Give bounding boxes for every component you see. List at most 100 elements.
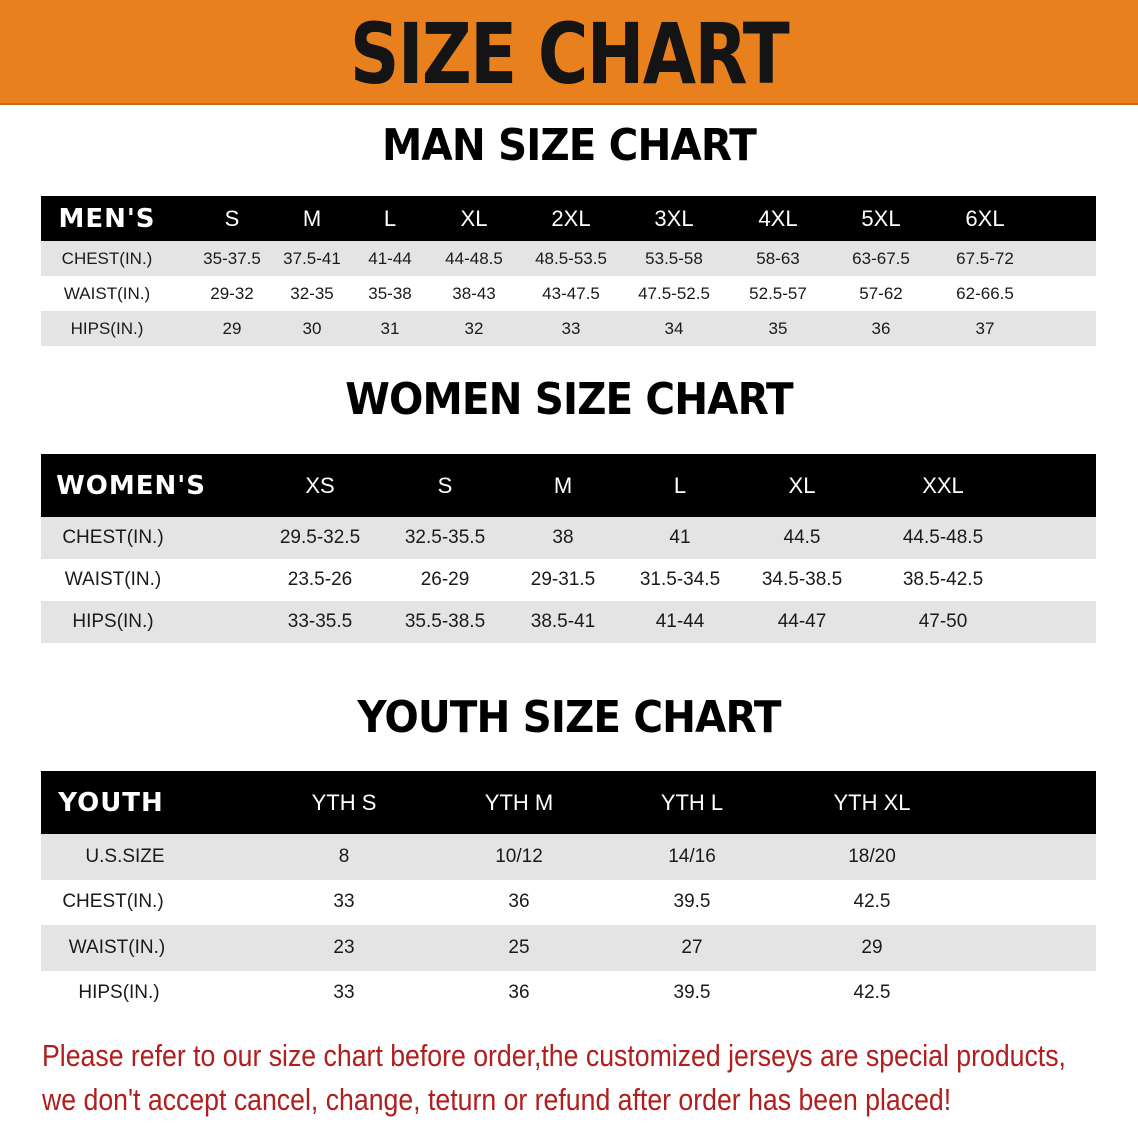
table-row: HIPS(IN.) 29 30 31 32 33 34 35 36 37 (41, 311, 1096, 346)
table-row: CHEST(IN.) 33 36 39.5 42.5 (41, 879, 1096, 925)
table-cell: 47-50 (918, 611, 968, 632)
table-cell: 32-35 (290, 283, 334, 303)
table-cell: 34 (664, 318, 684, 338)
table-cell: 33 (333, 982, 355, 1004)
table-cell: 36 (508, 891, 530, 913)
table-cell: 29-31.5 (530, 569, 596, 590)
table-row: U.S.SIZE 8 10/12 14/16 18/20 (41, 834, 1096, 880)
table-cell: 33 (561, 318, 581, 338)
table-cell: 37.5-41 (283, 248, 341, 268)
banner-title: SIZE CHART (349, 5, 790, 103)
table-cell: 52.5-57 (749, 283, 807, 303)
table-cell: 57-62 (859, 283, 903, 303)
table-cell: 35-38 (368, 283, 412, 303)
size-header: L (383, 205, 397, 231)
row-label: WAIST(IN.) (64, 569, 162, 590)
table-cell: 41-44 (655, 611, 705, 632)
women-size-table: WOMEN'S XS S M L XL XXL CHEST(IN.) 29.5-32.5 32.5… (41, 454, 1096, 644)
table-cell: 42.5 (853, 982, 891, 1004)
row-label: WAIST(IN.) (68, 936, 166, 958)
youth-header-row: YOUTH YTH S YTH M YTH L YTH XL (41, 771, 1096, 834)
row-label: WAIST(IN.) (63, 283, 151, 303)
table-cell: 44-48.5 (445, 248, 503, 268)
size-header: XS (305, 472, 335, 498)
table-cell: 27 (681, 936, 703, 958)
size-header: 2XL (551, 205, 591, 231)
table-cell: 39.5 (673, 891, 711, 913)
table-row: CHEST(IN.) 35-37.5 37.5-41 41-44 44-48.5 48.5… (41, 241, 1096, 276)
table-cell: 35 (768, 318, 788, 338)
size-header: YTH S (311, 789, 377, 815)
size-header: XL (460, 205, 488, 231)
table-cell: 67.5-72 (956, 248, 1014, 268)
table-cell: 14/16 (668, 845, 716, 867)
table-row: WAIST(IN.) 23 25 27 29 (41, 925, 1096, 971)
table-cell: 23 (333, 936, 355, 958)
table-cell: 38.5-42.5 (902, 569, 984, 590)
men-header-row: MEN'S S M L XL 2XL 3XL 4XL 5XL 6XL (41, 196, 1096, 241)
row-label: CHEST(IN.) (62, 527, 164, 548)
size-header: XL (788, 472, 816, 498)
table-cell: 10/12 (495, 845, 543, 867)
table-cell: 32.5-35.5 (404, 527, 486, 548)
size-header: 4XL (758, 205, 798, 231)
size-header: YTH M (484, 789, 554, 815)
table-cell: 39.5 (673, 982, 711, 1004)
table-cell: 43-47.5 (542, 283, 600, 303)
table-cell: 58-63 (756, 248, 800, 268)
table-cell: 63-67.5 (852, 248, 910, 268)
table-cell: 34.5-38.5 (761, 569, 843, 590)
row-label: CHEST(IN.) (61, 248, 153, 268)
table-cell: 33 (333, 891, 355, 913)
table-row: WAIST(IN.) 29-32 32-35 35-38 38-43 43-47.5 47.… (41, 276, 1096, 311)
table-cell: 37 (975, 318, 995, 338)
youth-section-title: YOUTH SIZE CHART (357, 692, 781, 743)
men-header-label: MEN'S (58, 203, 156, 234)
table-cell: 8 (338, 845, 350, 867)
size-header: 3XL (654, 205, 694, 231)
table-cell: 25 (508, 936, 530, 958)
size-header: S (224, 205, 240, 231)
size-header: M (553, 472, 573, 498)
table-row: WAIST(IN.) 23.5-26 26-29 29-31.5 31.5-34.5 34… (41, 559, 1096, 601)
table-cell: 36 (871, 318, 891, 338)
table-cell: 44.5 (783, 527, 821, 548)
table-cell: 31.5-34.5 (639, 569, 721, 590)
women-header-row: WOMEN'S XS S M L XL XXL (41, 454, 1096, 517)
size-header: M (302, 205, 322, 231)
table-cell: 47.5-52.5 (638, 283, 710, 303)
youth-size-table: YOUTH YTH S YTH M YTH L YTH XL U.S.SIZE 8 10/12… (41, 771, 1096, 1016)
size-header: 6XL (965, 205, 1005, 231)
size-header: S (437, 472, 453, 498)
table-row: HIPS(IN.) 33 36 39.5 42.5 (41, 970, 1096, 1016)
row-label: CHEST(IN.) (62, 891, 164, 913)
table-cell: 31 (380, 318, 400, 338)
table-row: CHEST(IN.) 29.5-32.5 32.5-35.5 38 41 44.5 44.5… (41, 517, 1096, 559)
table-cell: 41 (669, 527, 691, 548)
size-header: YTH L (660, 789, 724, 815)
men-size-table: MEN'S S M L XL 2XL 3XL 4XL 5XL 6XL CHEST(IN.) 35-37… (41, 196, 1096, 346)
table-cell: 23.5-26 (287, 569, 353, 590)
youth-header-label: YOUTH (58, 787, 164, 818)
table-cell: 32 (464, 318, 484, 338)
row-label: HIPS(IN.) (70, 318, 144, 338)
table-row: HIPS(IN.) 33-35.5 35.5-38.5 38.5-41 41-44 44-… (41, 601, 1096, 643)
table-cell: 18/20 (848, 845, 896, 867)
table-cell: 38-43 (452, 283, 496, 303)
table-cell: 35-37.5 (203, 248, 261, 268)
row-label: U.S.SIZE (85, 845, 165, 867)
table-cell: 38.5-41 (530, 611, 596, 632)
size-header: L (673, 472, 687, 498)
table-cell: 44.5-48.5 (902, 527, 984, 548)
table-cell: 30 (302, 318, 322, 338)
table-cell: 44-47 (777, 611, 827, 632)
size-header: YTH XL (833, 789, 911, 815)
table-cell: 29.5-32.5 (279, 527, 361, 548)
size-header: XXL (922, 472, 964, 498)
size-header: 5XL (861, 205, 901, 231)
notice-line-2: we don't accept cancel, change, teturn o… (42, 1082, 952, 1117)
row-label: HIPS(IN.) (72, 611, 154, 632)
table-cell: 29 (861, 936, 883, 958)
table-cell: 38 (552, 527, 574, 548)
table-cell: 26-29 (420, 569, 470, 590)
